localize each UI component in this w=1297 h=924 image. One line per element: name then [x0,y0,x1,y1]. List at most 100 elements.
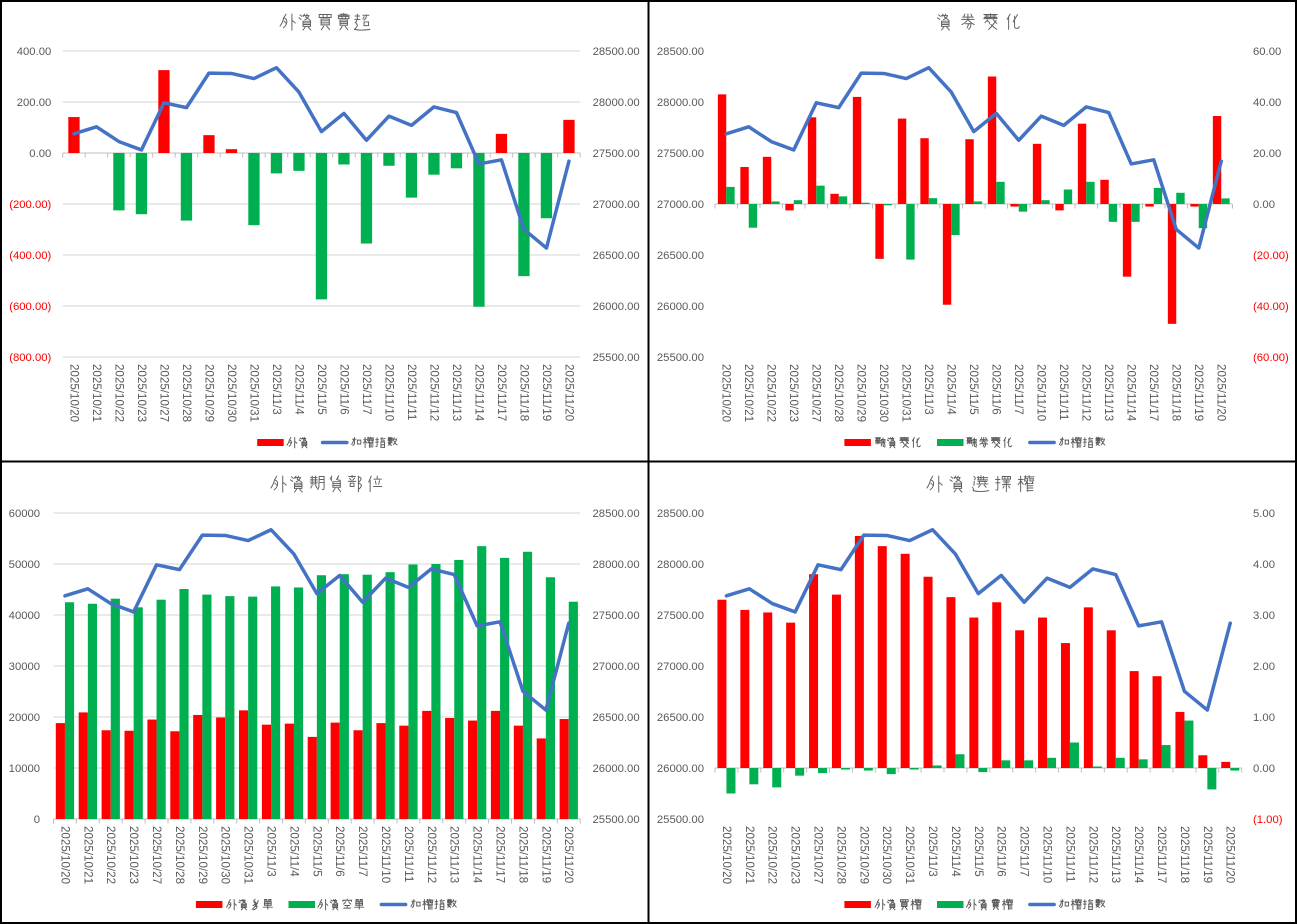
svg-text:27000.00: 27000.00 [657,661,704,673]
svg-text:2025/11/20: 2025/11/20 [562,364,575,421]
svg-text:(60.00): (60.00) [1253,352,1289,364]
svg-text:2025/11/13: 2025/11/13 [448,826,461,883]
svg-text:2025/10/30: 2025/10/30 [219,826,232,884]
svg-text:2025/11/13: 2025/11/13 [1109,826,1122,883]
svg-text:25500.00: 25500.00 [593,352,640,364]
svg-text:28000.00: 28000.00 [657,559,704,571]
svg-text:3.00: 3.00 [1253,610,1275,622]
svg-text:60000: 60000 [9,508,40,520]
svg-text:28500.00: 28500.00 [657,508,704,520]
svg-text:28500.00: 28500.00 [593,508,640,520]
svg-text:2025/11/12: 2025/11/12 [1080,364,1093,421]
svg-text:2025/11/19: 2025/11/19 [1192,364,1205,421]
svg-text:28000.00: 28000.00 [657,97,704,109]
svg-text:26000.00: 26000.00 [593,763,640,775]
svg-text:2025/11/18: 2025/11/18 [1170,364,1183,421]
svg-text:2025/10/29: 2025/10/29 [857,826,870,884]
svg-text:0: 0 [34,814,40,826]
svg-text:2025/10/27: 2025/10/27 [157,364,170,422]
svg-text:2025/11/3: 2025/11/3 [926,826,939,877]
svg-text:2025/11/6: 2025/11/6 [990,364,1003,415]
svg-text:2025/11/4: 2025/11/4 [287,826,300,877]
svg-text:2025/10/20: 2025/10/20 [58,826,71,884]
svg-text:(600.00): (600.00) [9,301,51,313]
svg-text:2025/11/17: 2025/11/17 [1147,364,1160,421]
svg-text:2025/11/20: 2025/11/20 [1224,826,1237,883]
svg-text:(800.00): (800.00) [9,352,51,364]
svg-text:2025/10/28: 2025/10/28 [180,364,193,422]
svg-text:(1.00): (1.00) [1253,814,1283,826]
svg-text:(200.00): (200.00) [9,199,51,211]
svg-text:50000: 50000 [9,559,40,571]
svg-text:27500.00: 27500.00 [657,610,704,622]
svg-text:28000.00: 28000.00 [593,97,640,109]
svg-text:2025/11/10: 2025/11/10 [1040,826,1053,883]
svg-text:27000.00: 27000.00 [593,199,640,211]
svg-text:2025/11/13: 2025/11/13 [450,364,463,421]
svg-text:2025/11/20: 2025/11/20 [1215,364,1228,421]
svg-text:2025/10/29: 2025/10/29 [196,826,209,884]
svg-text:2025/10/27: 2025/10/27 [810,364,823,422]
svg-text:2025/11/20: 2025/11/20 [562,826,575,883]
svg-text:20000: 20000 [9,712,40,724]
svg-text:2025/11/11: 2025/11/11 [1063,826,1076,882]
svg-text:27500.00: 27500.00 [657,148,704,160]
svg-text:2025/10/31: 2025/10/31 [242,826,255,884]
svg-text:2025/10/28: 2025/10/28 [832,364,845,422]
svg-text:2025/11/10: 2025/11/10 [1035,364,1048,421]
svg-text:2025/10/23: 2025/10/23 [127,826,140,884]
svg-text:2025/11/19: 2025/11/19 [1201,826,1214,883]
svg-text:20.00: 20.00 [1253,148,1281,160]
svg-text:0.00: 0.00 [29,148,51,160]
svg-text:2025/11/12: 2025/11/12 [425,826,438,883]
svg-text:2025/11/14: 2025/11/14 [472,364,485,422]
svg-text:2025/11/14: 2025/11/14 [1125,364,1138,422]
svg-text:4.00: 4.00 [1253,559,1275,571]
svg-text:2025/10/30: 2025/10/30 [225,364,238,422]
svg-text:25500.00: 25500.00 [657,352,704,364]
svg-text:2025/11/3: 2025/11/3 [270,364,283,415]
svg-text:400.00: 400.00 [17,46,52,58]
svg-text:26500.00: 26500.00 [657,250,704,262]
svg-text:(400.00): (400.00) [9,250,51,262]
svg-text:40.00: 40.00 [1253,97,1281,109]
svg-text:2025/11/12: 2025/11/12 [1086,826,1099,883]
svg-text:5.00: 5.00 [1253,508,1275,520]
svg-text:40000: 40000 [9,610,40,622]
svg-text:28500.00: 28500.00 [593,46,640,58]
svg-text:2025/11/4: 2025/11/4 [292,364,305,415]
svg-text:2025/11/19: 2025/11/19 [540,364,553,421]
svg-text:2025/10/29: 2025/10/29 [202,364,215,422]
svg-text:60.00: 60.00 [1253,46,1281,58]
svg-text:2025/11/6: 2025/11/6 [333,826,346,877]
svg-text:2025/10/31: 2025/10/31 [247,364,260,422]
svg-text:27000.00: 27000.00 [657,199,704,211]
svg-text:27000.00: 27000.00 [593,661,640,673]
svg-text:2025/10/27: 2025/10/27 [150,826,163,884]
svg-text:2025/10/28: 2025/10/28 [173,826,186,884]
svg-text:2025/10/22: 2025/10/22 [112,364,125,422]
svg-text:2025/10/23: 2025/10/23 [135,364,148,422]
svg-text:26500.00: 26500.00 [657,712,704,724]
svg-text:1.00: 1.00 [1253,712,1275,724]
svg-text:2025/10/30: 2025/10/30 [880,826,893,884]
svg-text:27500.00: 27500.00 [593,148,640,160]
svg-text:2025/10/20: 2025/10/20 [720,364,733,422]
svg-text:2025/11/17: 2025/11/17 [495,364,508,421]
svg-text:2025/11/7: 2025/11/7 [1018,826,1031,877]
svg-text:2025/11/3: 2025/11/3 [264,826,277,877]
svg-text:2025/11/11: 2025/11/11 [1057,364,1070,420]
svg-text:10000: 10000 [9,763,40,775]
svg-text:2025/11/5: 2025/11/5 [310,826,323,877]
svg-text:2025/10/20: 2025/10/20 [67,364,80,422]
svg-text:2025/10/21: 2025/10/21 [81,826,94,884]
svg-text:2025/11/3: 2025/11/3 [922,364,935,415]
svg-text:2025/11/19: 2025/11/19 [539,826,552,883]
svg-text:2025/11/4: 2025/11/4 [949,826,962,877]
svg-text:2025/10/22: 2025/10/22 [765,364,778,422]
svg-text:2025/11/13: 2025/11/13 [1102,364,1115,421]
svg-text:2025/11/5: 2025/11/5 [967,364,980,415]
svg-text:26500.00: 26500.00 [593,712,640,724]
svg-text:27500.00: 27500.00 [593,610,640,622]
svg-text:25500.00: 25500.00 [593,814,640,826]
